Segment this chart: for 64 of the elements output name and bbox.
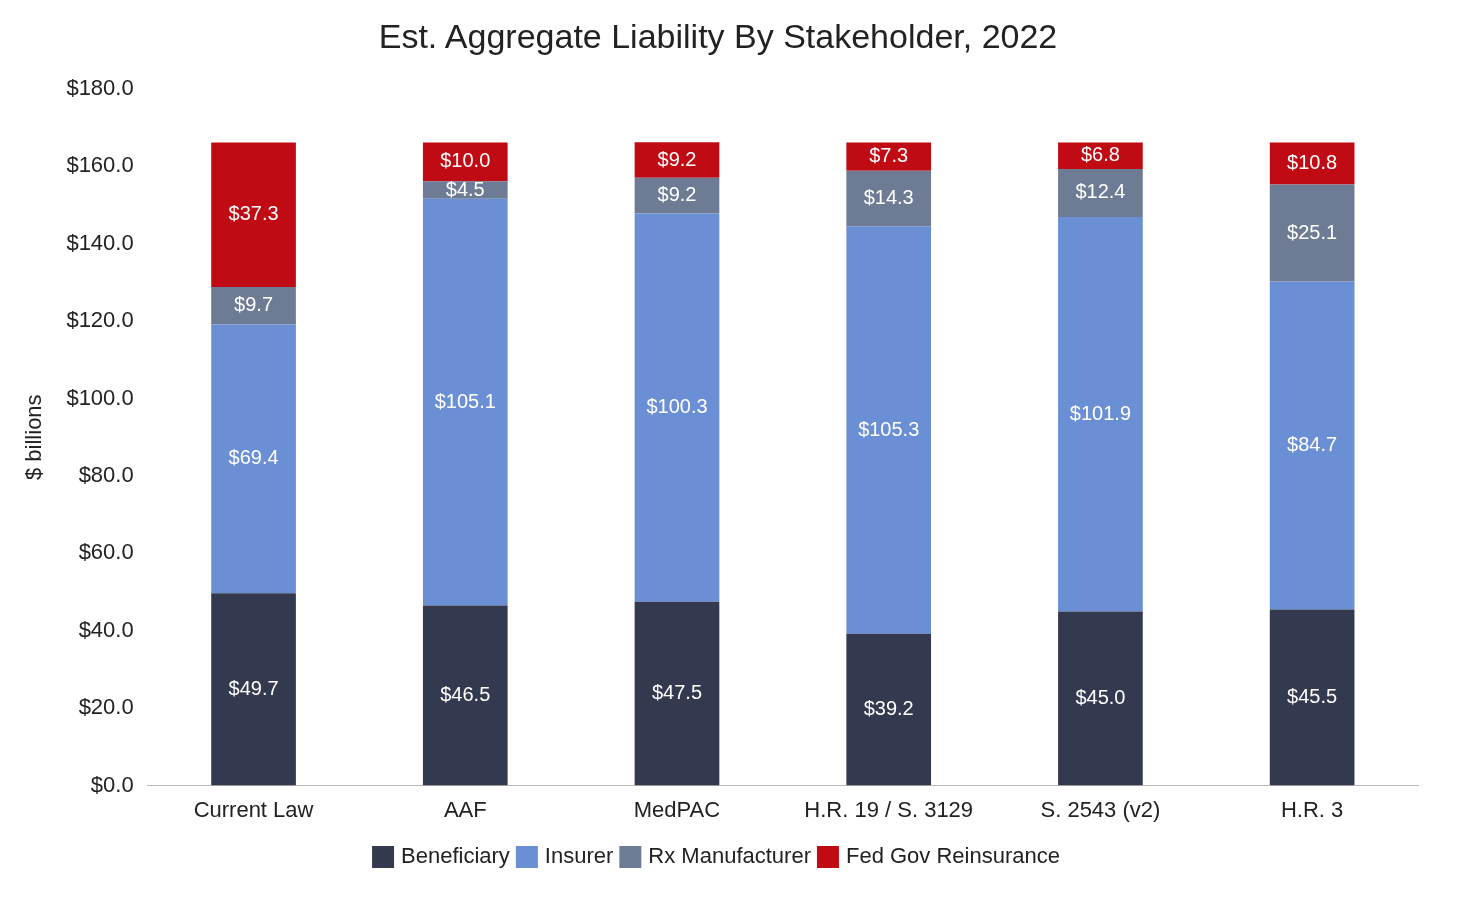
x-tick-label: Current Law bbox=[193, 796, 314, 822]
y-tick-label: $140.0 bbox=[66, 229, 134, 255]
bar bbox=[846, 226, 932, 634]
y-axis-title: $ billions bbox=[21, 394, 47, 480]
data-label: $10.0 bbox=[440, 149, 491, 172]
data-label: $10.8 bbox=[1287, 151, 1338, 174]
x-tick-label: AAF bbox=[443, 796, 487, 822]
y-tick-label: $100.0 bbox=[66, 384, 134, 410]
bar bbox=[1058, 168, 1143, 217]
data-label: $25.1 bbox=[1287, 220, 1338, 243]
data-label: $84.7 bbox=[1287, 433, 1338, 456]
data-label: $7.3 bbox=[869, 144, 909, 167]
data-label: $45.0 bbox=[1075, 686, 1126, 709]
y-tick-label: $20.0 bbox=[78, 694, 134, 720]
bar bbox=[1269, 281, 1355, 610]
data-label: $47.5 bbox=[651, 681, 703, 704]
legend-label: Insurer bbox=[544, 843, 614, 869]
data-label: $100.3 bbox=[646, 395, 708, 418]
data-label: $101.9 bbox=[1069, 401, 1132, 424]
y-tick-label: $60.0 bbox=[78, 539, 134, 565]
legend-label: Fed Gov Reinsurance bbox=[845, 843, 1060, 869]
data-label: $9.7 bbox=[234, 293, 274, 316]
x-tick-label: MedPAC bbox=[633, 796, 721, 822]
data-label: $46.5 bbox=[440, 683, 491, 706]
bar bbox=[422, 198, 508, 606]
data-label: $12.4 bbox=[1075, 180, 1126, 203]
y-tick-label: $40.0 bbox=[78, 616, 134, 642]
bar bbox=[211, 287, 296, 325]
bar bbox=[422, 605, 508, 786]
data-label: $6.8 bbox=[1080, 143, 1120, 166]
y-tick-label: $160.0 bbox=[66, 152, 134, 178]
data-label: $45.5 bbox=[1287, 685, 1338, 708]
y-tick-label: $80.0 bbox=[78, 461, 134, 487]
y-tick-label: $0.0 bbox=[90, 771, 134, 797]
data-label: $39.2 bbox=[863, 697, 914, 720]
data-label: $4.5 bbox=[445, 177, 485, 200]
data-label: $49.7 bbox=[228, 676, 279, 699]
x-tick-label: H.R. 19 / S. 3129 bbox=[804, 796, 974, 822]
x-tick-label: S. 2543 (v2) bbox=[1040, 796, 1161, 822]
legend-label: Beneficiary bbox=[401, 843, 510, 869]
data-label: $37.3 bbox=[228, 202, 279, 225]
data-label: $105.1 bbox=[434, 389, 496, 412]
x-tick-label: H.R. 3 bbox=[1280, 796, 1344, 822]
data-label: $9.2 bbox=[657, 147, 697, 170]
bar bbox=[211, 142, 296, 287]
bar bbox=[634, 213, 720, 602]
bar bbox=[634, 601, 720, 786]
bar bbox=[1269, 609, 1355, 786]
data-label: $105.3 bbox=[858, 417, 920, 440]
bar bbox=[846, 633, 932, 786]
data-label: $9.2 bbox=[657, 183, 697, 206]
bar bbox=[846, 170, 932, 227]
y-tick-label: $120.0 bbox=[66, 307, 134, 333]
y-tick-label: $180.0 bbox=[66, 74, 134, 100]
data-label: $14.3 bbox=[863, 186, 914, 209]
bar bbox=[211, 324, 296, 594]
bar bbox=[1058, 216, 1143, 612]
bar bbox=[211, 593, 296, 786]
legend-label: Rx Manufacturer bbox=[648, 843, 811, 869]
bar bbox=[1269, 184, 1355, 282]
bar bbox=[634, 142, 720, 178]
chart-title: Est. Aggregate Liability By Stakeholder, 2022 bbox=[378, 16, 1058, 55]
bar bbox=[1058, 611, 1143, 786]
data-label: $69.4 bbox=[228, 446, 279, 469]
